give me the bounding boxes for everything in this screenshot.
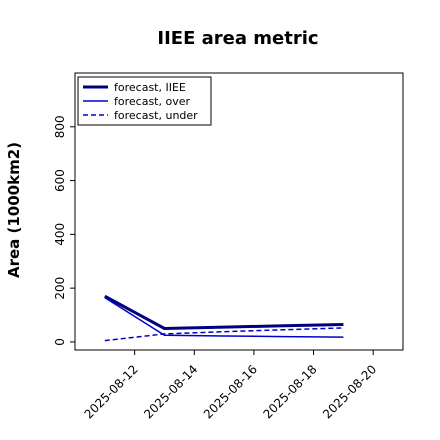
- y-axis-label: Area (1000km2): [5, 142, 23, 278]
- x-tick-label: 2025-08-20: [320, 362, 379, 421]
- y-axis: 0 200 400 600 800: [53, 115, 75, 346]
- series-layer: [104, 294, 344, 342]
- x-tick-label: 2025-08-16: [201, 362, 260, 421]
- x-tick-label: 2025-08-18: [260, 362, 319, 421]
- x-tick-label: 2025-08-12: [82, 362, 141, 421]
- y-tick-label: 0: [53, 338, 67, 346]
- chart-title: IIEE area metric: [157, 28, 318, 49]
- series-line: [104, 296, 344, 338]
- y-tick-label: 400: [53, 223, 67, 246]
- y-tick-label: 600: [53, 169, 67, 192]
- plot-area-frame: [74, 72, 404, 351]
- legend-label: forecast, under: [114, 109, 198, 122]
- legend-label: forecast, IIEE: [114, 81, 186, 94]
- series-line: [104, 327, 344, 342]
- x-tick-label: 2025-08-14: [141, 362, 200, 421]
- legend-label: forecast, over: [114, 95, 190, 108]
- y-tick-label: 200: [53, 277, 67, 300]
- y-tick-label: 800: [53, 115, 67, 138]
- x-axis: 2025-08-12 2025-08-14 2025-08-16 2025-08-18…: [82, 350, 379, 421]
- series-line: [104, 294, 344, 330]
